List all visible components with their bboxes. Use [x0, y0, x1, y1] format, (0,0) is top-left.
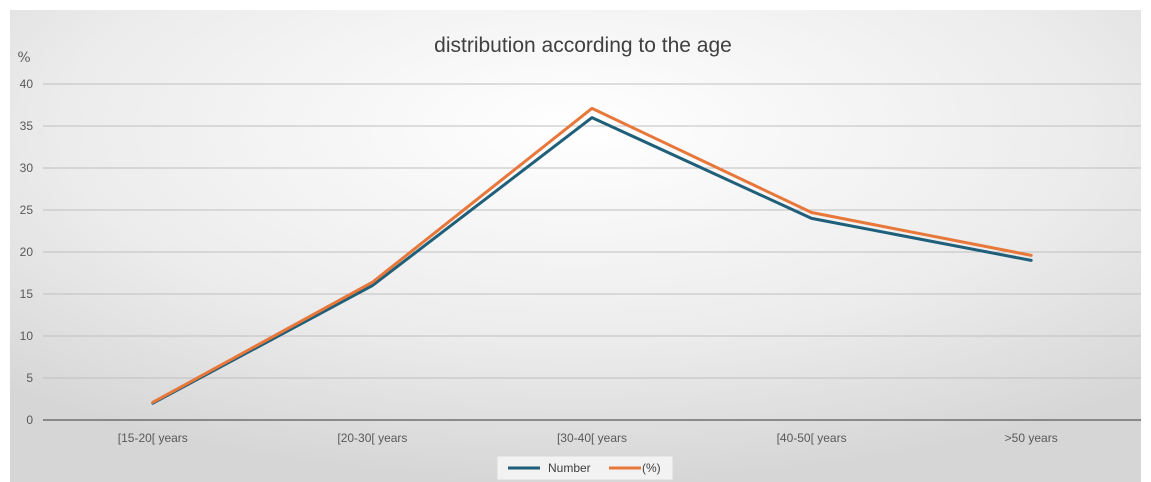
y-tick-label: 15: [20, 287, 34, 301]
series: [151, 106, 1033, 405]
y-tick-label: 25: [20, 203, 34, 217]
y-tick-label: 20: [20, 245, 34, 259]
x-tick-label: [15-20[ years: [118, 431, 188, 445]
legend-label: Number: [548, 461, 591, 475]
axes: 0 5 10 15 20 25 30 35 40 [15-20[ years [20-30[ yea…: [20, 77, 1141, 445]
y-tick-label: 0: [26, 413, 33, 427]
x-tick-label: [30-40[ years: [557, 431, 627, 445]
x-tick-label: >50 years: [1005, 431, 1058, 445]
chart-title: distribution according to the age: [434, 34, 732, 57]
chart-background: [10, 10, 1141, 482]
y-tick-label: 40: [20, 77, 34, 91]
y-tick-label: 30: [20, 161, 34, 175]
x-tick-label: [20-30[ years: [337, 431, 407, 445]
y-tick-label: 5: [26, 371, 33, 385]
x-tick-label: [40-50[ years: [777, 431, 847, 445]
y-axis-unit-label: %: [17, 50, 30, 66]
legend-label: (%): [642, 461, 661, 475]
legend: Number (%): [496, 455, 674, 481]
y-tick-label: 35: [20, 119, 34, 133]
legend-box: [496, 455, 674, 481]
y-tick-label: 10: [20, 329, 34, 343]
gridlines: [43, 83, 1141, 379]
